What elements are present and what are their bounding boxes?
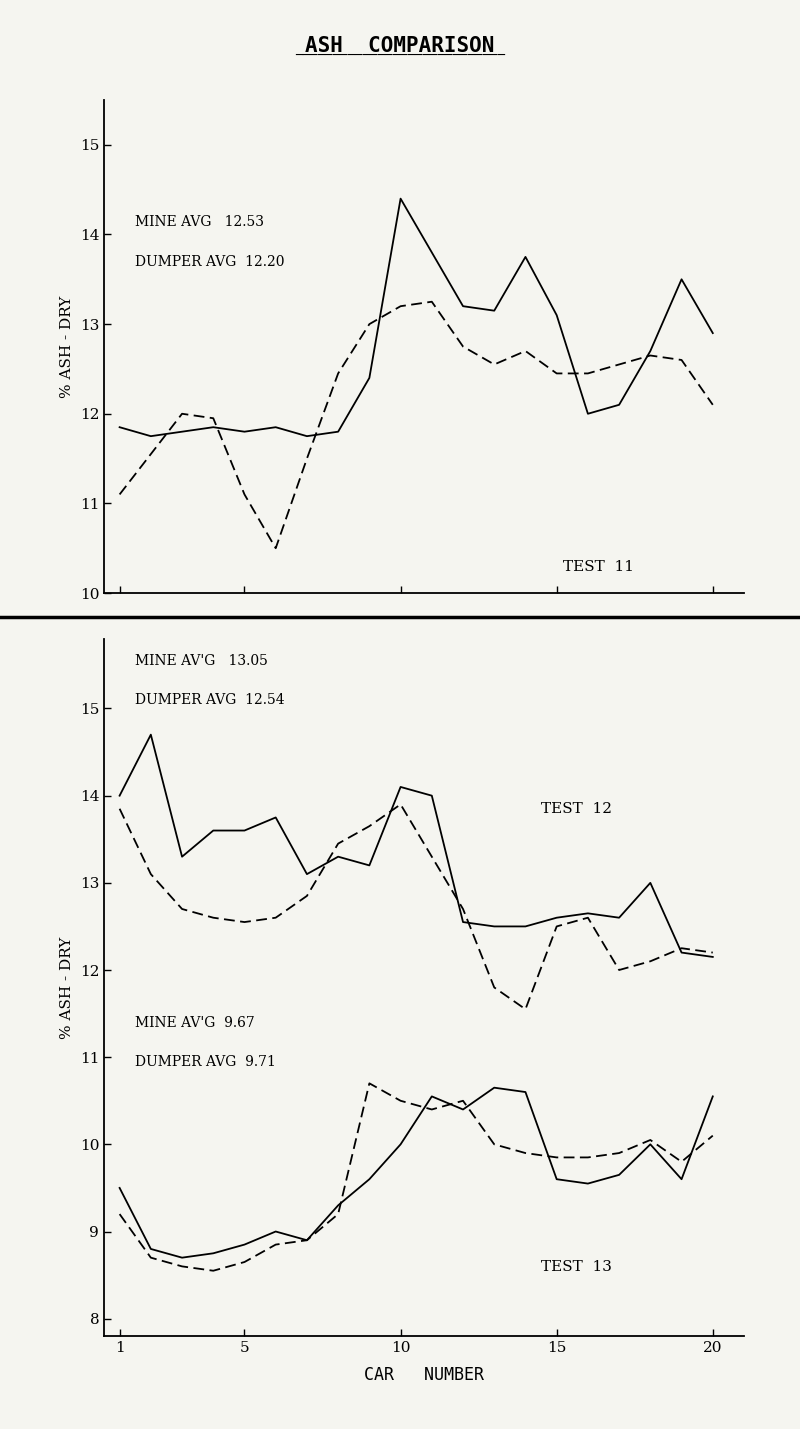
Text: TEST  13: TEST 13 — [541, 1260, 612, 1273]
Y-axis label: % ASH - DRY: % ASH - DRY — [60, 936, 74, 1039]
Text: DUMPER AVG  12.20: DUMPER AVG 12.20 — [135, 254, 285, 269]
Text: DUMPER AVG  12.54: DUMPER AVG 12.54 — [135, 693, 285, 707]
Text: ASH  COMPARISON: ASH COMPARISON — [306, 36, 494, 56]
Text: DUMPER AVG  9.71: DUMPER AVG 9.71 — [135, 1055, 276, 1069]
Y-axis label: % ASH - DRY: % ASH - DRY — [60, 296, 74, 397]
Text: MINE AV'G   13.05: MINE AV'G 13.05 — [135, 654, 268, 667]
Text: MINE AV'G  9.67: MINE AV'G 9.67 — [135, 1016, 255, 1030]
Text: TEST  12: TEST 12 — [541, 802, 612, 816]
Text: ────────────────────────────: ──────────────────────────── — [295, 49, 505, 61]
X-axis label: CAR   NUMBER: CAR NUMBER — [364, 1366, 484, 1385]
Text: TEST  11: TEST 11 — [563, 560, 634, 573]
Text: MINE AVG   12.53: MINE AVG 12.53 — [135, 214, 264, 229]
